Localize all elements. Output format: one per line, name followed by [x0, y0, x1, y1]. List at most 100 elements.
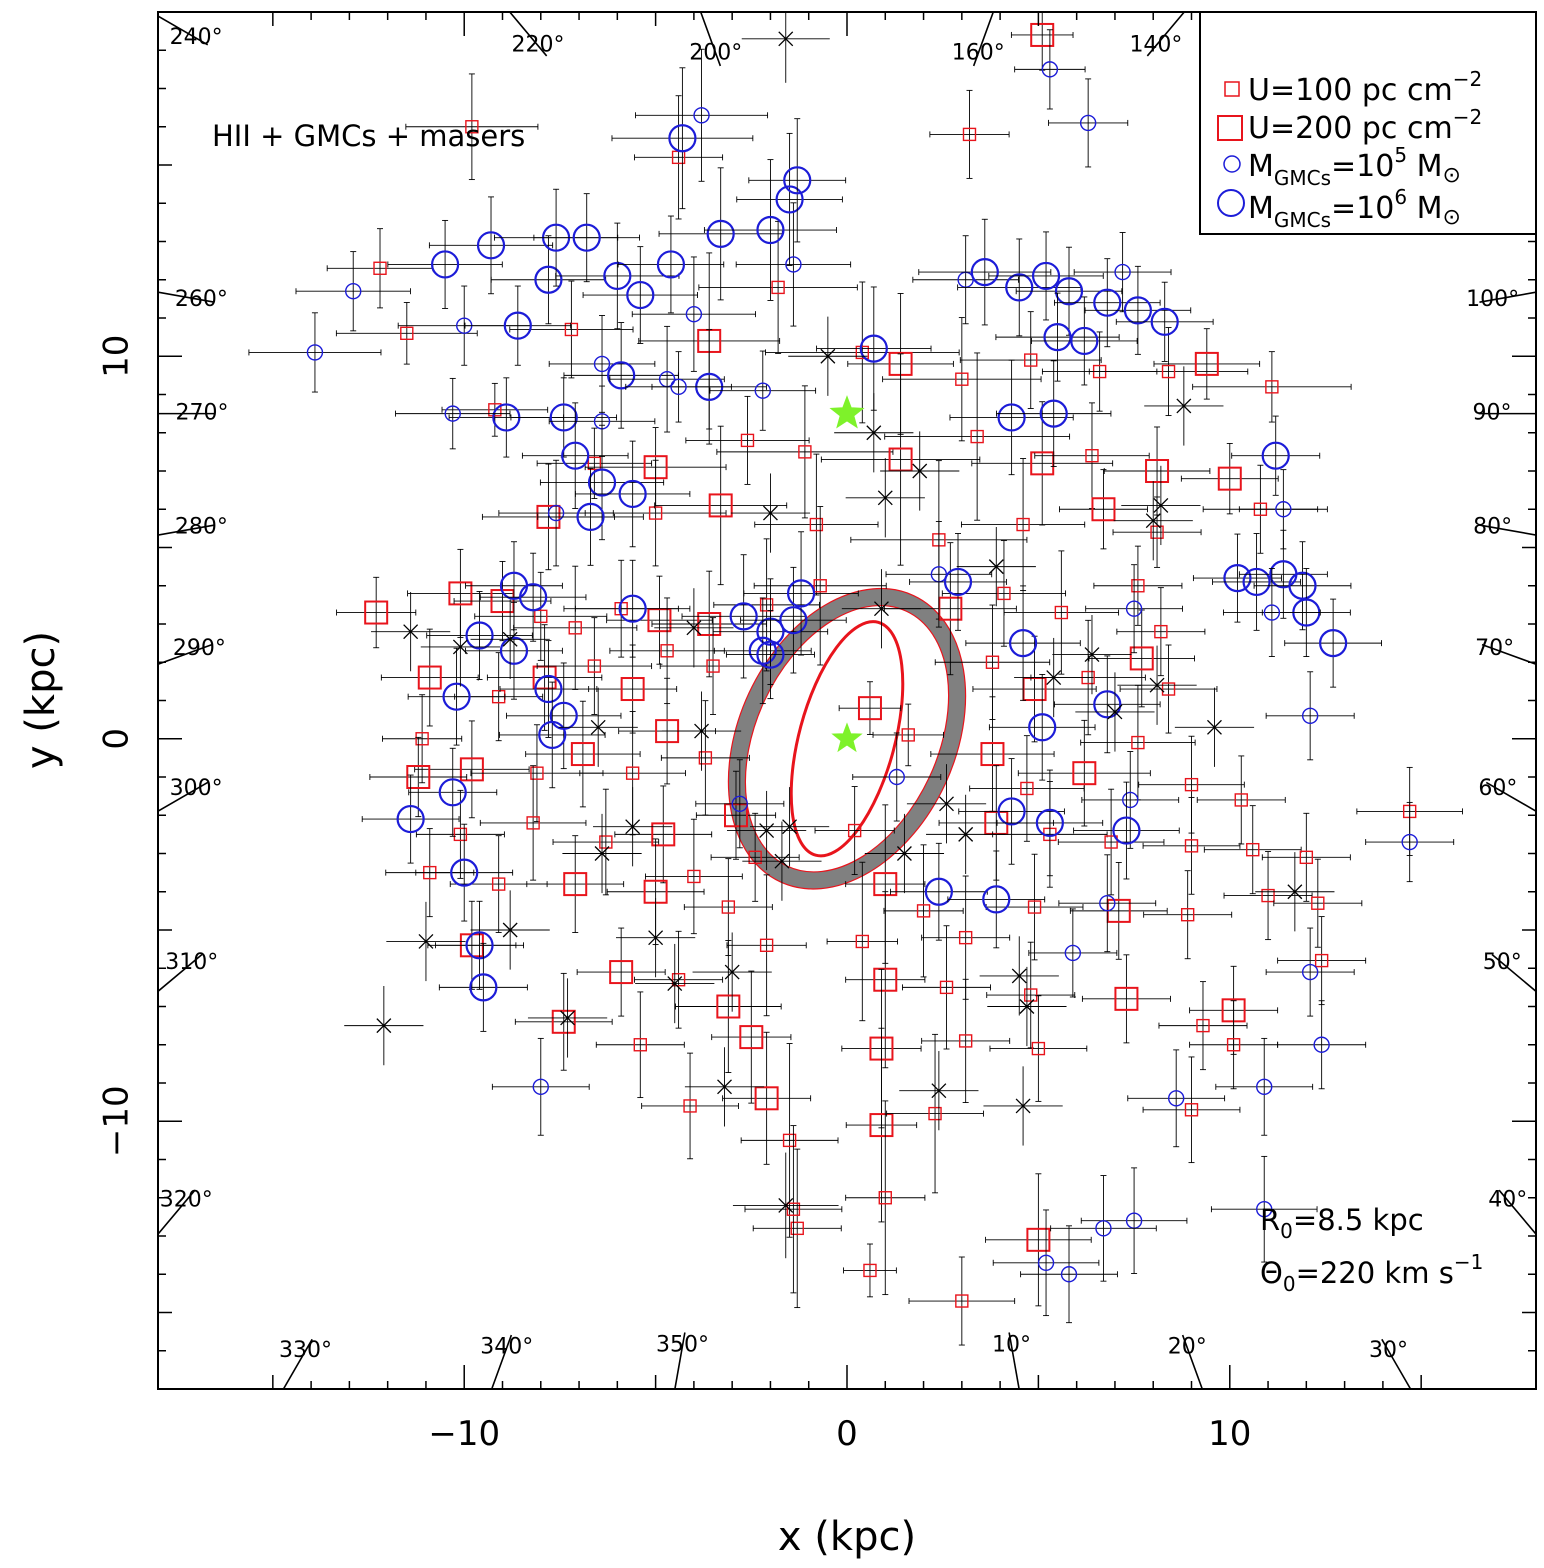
maser-point — [558, 687, 638, 767]
gmc-point — [658, 167, 783, 301]
longitude-label-50: 50° — [1483, 950, 1522, 975]
hii-point — [654, 425, 788, 586]
hii-point — [1088, 327, 1249, 417]
gmc-point — [703, 159, 837, 301]
gmc-series — [248, 29, 1455, 1324]
hii-point — [921, 978, 1011, 1104]
gmc-point — [510, 377, 618, 458]
gmc-point — [1048, 78, 1129, 168]
gmc-point — [582, 246, 698, 344]
longitude-label-60: 60° — [1478, 776, 1517, 801]
maser-point — [749, 787, 830, 867]
maser-point — [386, 901, 466, 982]
hii-point — [1189, 1000, 1279, 1090]
hii-point — [1058, 469, 1148, 550]
legend-marker-gmc5 — [1223, 155, 1241, 173]
maser-point — [1117, 645, 1197, 725]
x-tick-label: −10 — [428, 1414, 500, 1454]
hii-point — [845, 1100, 926, 1296]
maser-point — [788, 316, 868, 396]
longitude-label-30: 30° — [1369, 1338, 1408, 1363]
hii-point — [1158, 981, 1248, 1071]
hii-point — [882, 317, 1042, 442]
hii-point — [921, 875, 1011, 1000]
hii-point — [826, 861, 898, 1022]
longitude-label-20: 20° — [1168, 1335, 1207, 1360]
longitude-label-220: 220° — [512, 33, 565, 58]
gmc-point — [1277, 1000, 1367, 1090]
hii-point — [886, 1033, 984, 1194]
inner-ellipse — [789, 620, 905, 858]
gmc-point — [909, 533, 1007, 631]
legend: U=100 pc cm−2 U=200 pc cm−2 MGMCs=105 M⊙… — [1199, 11, 1537, 235]
gmc-point — [1054, 258, 1161, 348]
gmc-point — [574, 440, 691, 548]
gmc-point — [464, 285, 572, 366]
hii-point — [1143, 870, 1233, 960]
hii-point — [645, 818, 743, 935]
maser-point — [834, 393, 914, 473]
hii-point — [985, 853, 1084, 961]
hii-point — [1153, 328, 1261, 400]
gmc-point — [1085, 564, 1183, 654]
maser-point — [371, 592, 451, 672]
gmc-point — [498, 681, 606, 789]
hii-point — [1003, 550, 1120, 675]
longitude-label-140: 140° — [1129, 33, 1182, 58]
longitude-tick-310 — [158, 953, 203, 992]
hii-point — [1142, 1056, 1241, 1164]
longitude-label-280: 280° — [175, 514, 228, 539]
longitude-tick-50 — [1491, 953, 1536, 992]
longitude-label-310: 310° — [165, 950, 218, 975]
legend-marker-u100 — [1224, 81, 1240, 97]
hii-point — [552, 788, 660, 896]
hii-point — [659, 617, 767, 715]
hii-point — [1017, 719, 1151, 827]
hii-point — [414, 720, 530, 819]
gmc-point — [949, 359, 1074, 476]
hii-point — [1057, 788, 1165, 896]
maser-point — [635, 943, 715, 1024]
hii-point — [1103, 426, 1211, 516]
gmc-point — [996, 769, 1104, 877]
hii-point — [1273, 858, 1363, 948]
hii-point — [744, 1125, 843, 1294]
gmc-point — [248, 312, 382, 393]
gmc-point — [438, 942, 528, 1032]
y-tick-label: 0 — [97, 728, 137, 750]
hii-point — [1081, 954, 1171, 1044]
gmc-point — [387, 219, 503, 309]
bar-outline-outer — [727, 587, 967, 890]
legend-label-gmc6: MGMCs=106 M⊙ — [1248, 185, 1461, 232]
gmc-point — [1073, 232, 1172, 313]
legend-label-gmc5: MGMCs=105 M⊙ — [1248, 143, 1461, 190]
longitude-label-240: 240° — [170, 25, 223, 50]
hii-point — [1203, 805, 1302, 895]
gmc-point — [1028, 908, 1118, 998]
gmc-point — [574, 559, 691, 658]
gmc-point — [361, 774, 460, 864]
longitude-label-270: 270° — [176, 401, 229, 426]
hii-point — [526, 835, 625, 933]
legend-marker-u200 — [1217, 115, 1243, 141]
hii-point — [525, 700, 641, 808]
gmc-point — [743, 531, 859, 656]
gmc-point — [1031, 296, 1138, 386]
gmc-point — [1284, 598, 1382, 688]
gmc-point — [735, 202, 852, 327]
gmc-point — [816, 286, 932, 411]
longitude-tick-10 — [1008, 1332, 1020, 1389]
gmc-point — [695, 759, 785, 849]
maser-point — [1052, 614, 1132, 695]
gmc-point — [407, 647, 506, 746]
gmc-point — [1265, 671, 1355, 761]
hii-point — [695, 770, 777, 860]
hii-point — [1119, 644, 1218, 734]
hii-point — [883, 844, 964, 978]
gmc-point — [992, 1209, 1100, 1317]
maser-point — [1014, 637, 1094, 718]
gmc-point — [958, 758, 1065, 865]
hii-point — [713, 538, 820, 672]
longitude-label-100: 100° — [1466, 287, 1519, 312]
